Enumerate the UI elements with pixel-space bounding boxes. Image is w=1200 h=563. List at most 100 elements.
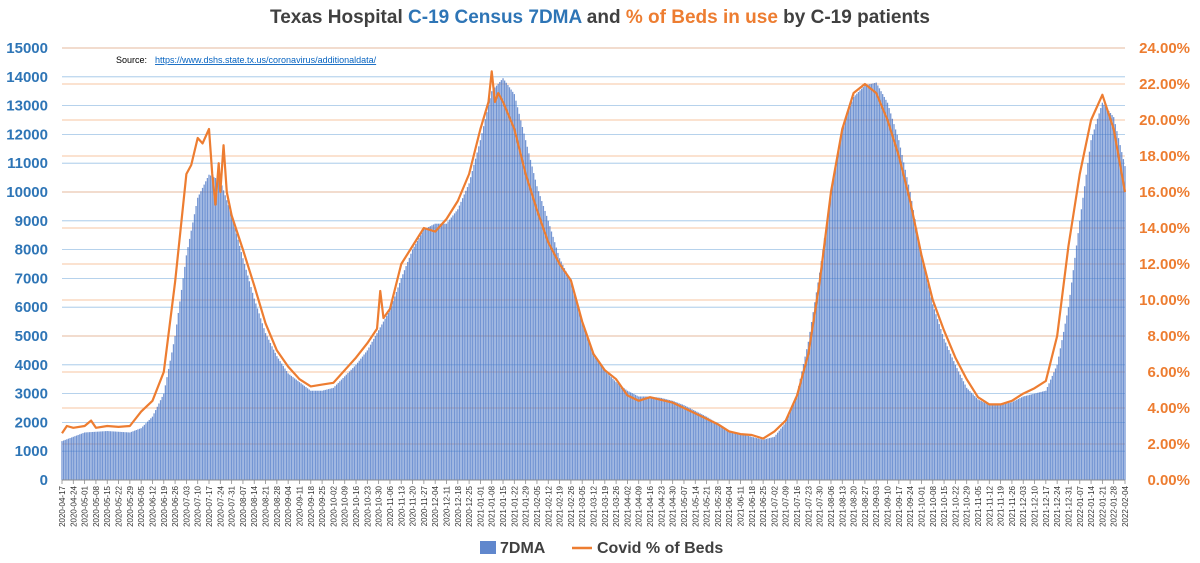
bar-7dma (618, 384, 620, 480)
bar-7dma (377, 330, 380, 480)
bar-7dma (749, 436, 751, 480)
bar-7dma (466, 187, 469, 480)
bar-7dma (917, 237, 919, 480)
line-series-covid-pct-beds (61, 70, 1127, 440)
bar-7dma (990, 405, 992, 480)
bar-7dma (938, 324, 940, 480)
bar-7dma (500, 80, 503, 480)
x-axis: 2020-04-17 2020-04-24 2020-05-01 2020-05-08… (58, 479, 1130, 527)
bar-7dma (567, 274, 569, 480)
bar-7dma (959, 374, 961, 480)
x-tick-label: 2021-11-12 (985, 485, 994, 526)
bar-7dma (1075, 245, 1078, 480)
bar-7dma (1067, 307, 1070, 480)
bar-7dma (96, 431, 99, 480)
bar-7dma (318, 390, 320, 480)
bar-7dma (460, 201, 462, 480)
bar-7dma (1108, 110, 1110, 480)
bar-7dma (767, 438, 769, 480)
bar-7dma (483, 126, 485, 481)
bar-7dma (579, 315, 582, 480)
bar-7dma (113, 431, 115, 480)
bar-7dma (836, 155, 839, 481)
bar-7dma (281, 363, 283, 480)
bar-7dma (159, 400, 162, 480)
bar-7dma (597, 360, 599, 480)
bar-7dma (678, 403, 680, 480)
bar-7dma (948, 349, 950, 480)
bar-7dma (586, 335, 588, 480)
bar-7dma (232, 221, 234, 480)
bar-7dma (859, 90, 861, 480)
x-tick-label: 2020-09-04 (284, 485, 293, 526)
bar-7dma (132, 431, 134, 480)
x-tick-label: 2021-12-17 (1042, 485, 1051, 526)
source-label: Source: (116, 55, 147, 65)
bar-7dma (114, 431, 116, 480)
bar-7dma (266, 336, 268, 480)
bar-7dma (416, 240, 419, 480)
bar-7dma (709, 418, 711, 480)
bar-7dma (584, 330, 587, 480)
bar-7dma (909, 192, 911, 480)
bar-7dma (993, 405, 995, 480)
bar-7dma (996, 405, 999, 480)
y-tick-right: 6.00% (1147, 364, 1190, 381)
bar-7dma (852, 96, 855, 481)
bar-7dma (612, 378, 614, 480)
bar-7dma (293, 378, 296, 480)
bar-7dma (731, 431, 734, 480)
bar-7dma (672, 400, 674, 480)
bar-7dma (137, 429, 139, 480)
x-tick-label: 2021-07-16 (793, 485, 802, 526)
bar-7dma (720, 425, 722, 480)
bar-7dma (408, 257, 410, 480)
bar-7dma (471, 171, 473, 480)
bar-7dma (182, 278, 184, 480)
x-tick-label: 2021-10-29 (963, 485, 972, 526)
bar-7dma (752, 437, 755, 480)
bar-7dma (1048, 383, 1050, 480)
bar-7dma (542, 205, 545, 481)
x-tick-label: 2021-11-05 (974, 485, 983, 526)
bar-7dma (87, 432, 89, 480)
bar-7dma (463, 194, 465, 480)
x-tick-label: 2022-02-04 (1121, 485, 1130, 526)
y-tick-left: 2000 (15, 414, 48, 431)
bar-7dma (287, 373, 289, 480)
bar-7dma (823, 238, 826, 480)
bar-7dma (1103, 104, 1105, 480)
bar-7dma (1059, 348, 1062, 480)
bar-7dma (74, 436, 76, 480)
bar-7dma (676, 402, 679, 480)
x-tick-label: 2020-05-15 (103, 485, 112, 526)
bar-7dma (389, 310, 391, 480)
title-part-3: % of Beds in use (626, 7, 778, 28)
x-tick-label: 2021-01-22 (510, 485, 519, 526)
x-tick-label: 2021-03-05 (578, 485, 587, 526)
bar-7dma (609, 375, 611, 480)
bar-7dma (1104, 106, 1107, 480)
bar-7dma (924, 269, 926, 480)
bar-7dma (885, 99, 887, 480)
bar-7dma (125, 432, 128, 480)
bar-7dma (762, 439, 764, 480)
x-tick-label: 2020-05-22 (115, 485, 124, 526)
bar-7dma (319, 390, 322, 480)
bar-7dma (681, 404, 683, 480)
bar-7dma (1085, 174, 1087, 480)
bar-7dma (450, 217, 452, 480)
bar-7dma (772, 437, 774, 480)
bar-7dma (481, 133, 483, 481)
bar-7dma (272, 349, 275, 480)
bar-7dma (1009, 402, 1011, 480)
bar-7dma (738, 433, 740, 480)
bar-7dma (862, 87, 864, 480)
bar-7dma (1040, 391, 1042, 480)
bar-7dma (833, 173, 835, 480)
bar-7dma (397, 287, 399, 480)
bar-7dma (104, 431, 107, 480)
bar-7dma (1016, 399, 1018, 480)
source-link[interactable]: https://www.dshs.state.tx.us/coronavirus… (155, 55, 377, 65)
bar-7dma (213, 177, 215, 480)
